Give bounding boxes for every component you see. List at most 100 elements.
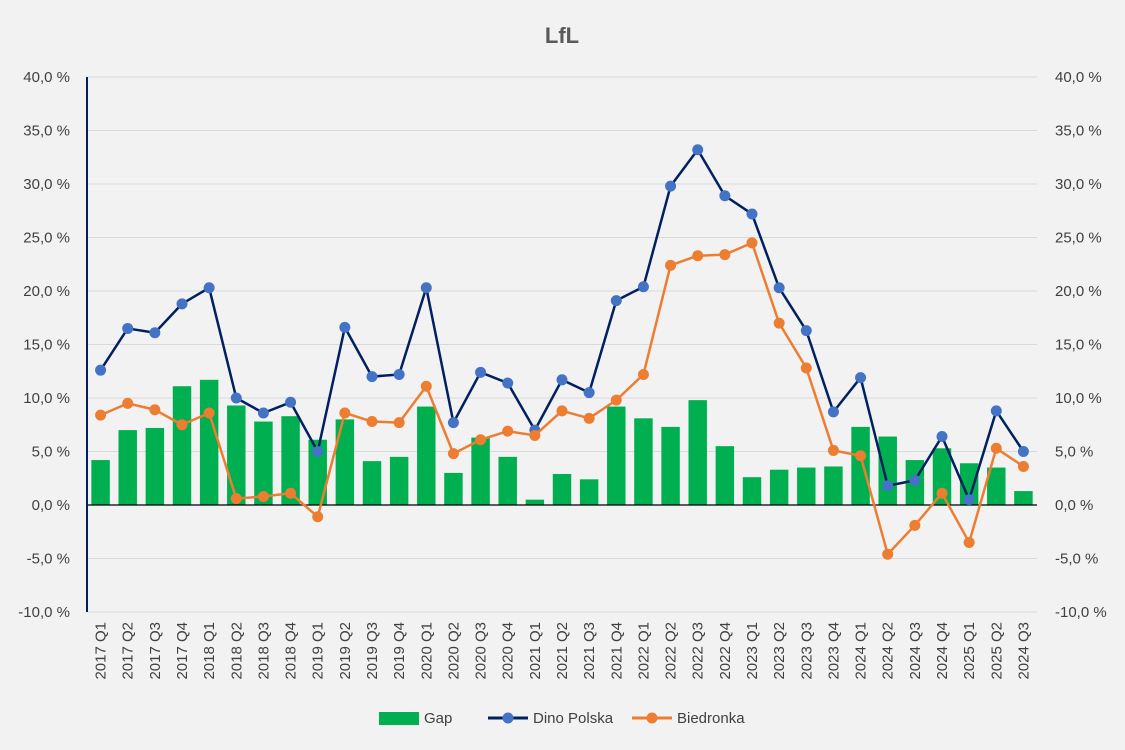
dino-polska-point	[176, 298, 188, 310]
dino-polska-point	[692, 144, 704, 156]
x-tick-label: 2018 Q4	[283, 622, 300, 680]
gap-bar	[417, 406, 436, 505]
y-tick-label-right: 30,0 %	[1055, 176, 1102, 193]
x-tick-label: 2017 Q1	[93, 622, 110, 680]
legend-biedronka-label: Biedronka	[677, 710, 745, 727]
gap-bar	[471, 437, 490, 505]
dino-polska-point	[475, 366, 487, 378]
gap-bar	[389, 456, 409, 505]
biedronka-point	[312, 511, 324, 523]
biedronka-point	[149, 404, 161, 416]
biedronka-point	[556, 405, 568, 417]
x-tick-label: 2020 Q2	[445, 622, 462, 680]
biedronka-point	[773, 317, 785, 329]
y-tick-label-left: 35,0 %	[23, 123, 70, 140]
dino-polska-point	[610, 295, 622, 307]
dino-polska-point	[203, 282, 215, 294]
x-tick-label: 2024 Q3	[907, 622, 924, 680]
biedronka-point	[855, 450, 867, 462]
biedronka-point	[692, 250, 704, 262]
x-tick-label: 2017 Q2	[120, 622, 137, 680]
biedronka-point	[882, 548, 894, 560]
x-tick-label: 2019 Q4	[391, 622, 408, 680]
gap-bar	[769, 469, 789, 505]
biedronka-point	[1017, 460, 1029, 472]
x-tick-label: 2023 Q3	[798, 622, 815, 680]
biedronka-point	[529, 429, 541, 441]
dino-polska-point	[665, 180, 677, 192]
y-tick-label-right: 25,0 %	[1055, 230, 1102, 247]
dino-polska-point	[909, 474, 921, 486]
biedronka-point	[447, 448, 459, 460]
dino-polska-point	[990, 405, 1002, 417]
biedronka-point	[583, 412, 595, 424]
x-tick-label: 2017 Q3	[147, 622, 164, 680]
legend-dino-marker	[502, 712, 514, 724]
gap-bar	[118, 430, 137, 505]
y-tick-label-right: 10,0 %	[1055, 390, 1102, 407]
x-tick-label: 2019 Q1	[310, 622, 327, 680]
biedronka-point	[176, 419, 188, 431]
x-tick-label: 2021 Q4	[608, 622, 625, 680]
y-tick-label-right: 35,0 %	[1055, 123, 1102, 140]
dino-polska-point	[366, 371, 378, 383]
biedronka-point	[637, 368, 649, 380]
dino-polska-point	[312, 446, 324, 457]
dino-polska-point	[746, 208, 758, 220]
biedronka-point	[610, 394, 622, 406]
y-tick-label-right: 15,0 %	[1055, 337, 1102, 354]
chart-title: LfL	[545, 23, 579, 48]
dino-polska-point	[285, 396, 297, 408]
dino-polska-point	[827, 406, 839, 418]
x-tick-label: 2022 Q3	[690, 622, 707, 680]
dino-polska-point	[556, 374, 568, 386]
line-series	[95, 144, 1029, 560]
y-tick-label-left: 20,0 %	[23, 283, 70, 300]
biedronka-point	[257, 490, 269, 502]
dino-polska-point	[393, 368, 405, 380]
dino-polska-point	[936, 431, 948, 443]
dino-polska-point	[963, 494, 975, 506]
biedronka-point	[393, 417, 405, 429]
gap-bar	[797, 467, 816, 505]
biedronka-point	[475, 434, 487, 446]
dino-polska-point	[257, 407, 269, 419]
x-tick-label: 2022 Q4	[717, 622, 734, 680]
legend-gap-label: Gap	[424, 710, 452, 727]
gap-bar	[552, 473, 572, 505]
gap-bar	[987, 467, 1006, 505]
y-tick-label-left: -5,0 %	[27, 551, 70, 568]
x-tick-label: 2025 Q2	[988, 622, 1005, 680]
y-axis-left-labels: -10,0 % -5,0 % 0,0 % 5,0 % 10,0 % 15,0 % 20,0 …	[18, 69, 70, 621]
dino-polska-point	[583, 387, 595, 399]
gridlines	[87, 76, 1037, 613]
gap-bar	[715, 446, 735, 505]
x-tick-label: 2024 Q2	[880, 622, 897, 680]
biedronka-point	[719, 249, 731, 261]
dino-polska-point	[1017, 446, 1029, 457]
y-tick-label-left: 10,0 %	[23, 390, 70, 407]
biedronka-point	[95, 409, 107, 421]
x-tick-label: 2019 Q3	[364, 622, 381, 680]
x-tick-label: 2021 Q2	[554, 622, 571, 680]
gap-bar	[281, 416, 300, 505]
x-tick-label: 2022 Q1	[635, 622, 652, 680]
y-tick-label-left: 25,0 %	[23, 230, 70, 247]
x-tick-label: 2018 Q2	[228, 622, 245, 680]
legend-gap-swatch	[379, 712, 419, 725]
dino-polska-point	[719, 190, 731, 202]
biedronka-point	[420, 380, 432, 392]
biedronka-point	[909, 519, 921, 531]
dino-polska-point	[855, 372, 867, 384]
dino-polska-point	[502, 377, 514, 389]
gap-bar	[498, 456, 517, 505]
y-tick-label-right: 40,0 %	[1055, 69, 1102, 86]
y-tick-label-left: -10,0 %	[18, 604, 70, 621]
x-tick-label: 2024 Q1	[853, 622, 870, 680]
y-tick-label-right: -5,0 %	[1055, 551, 1098, 568]
biedronka-point	[339, 407, 351, 419]
biedronka-point	[827, 444, 839, 456]
dino-polska-point	[882, 480, 894, 492]
dino-polska-point	[447, 417, 459, 429]
biedronka-point	[122, 397, 134, 409]
